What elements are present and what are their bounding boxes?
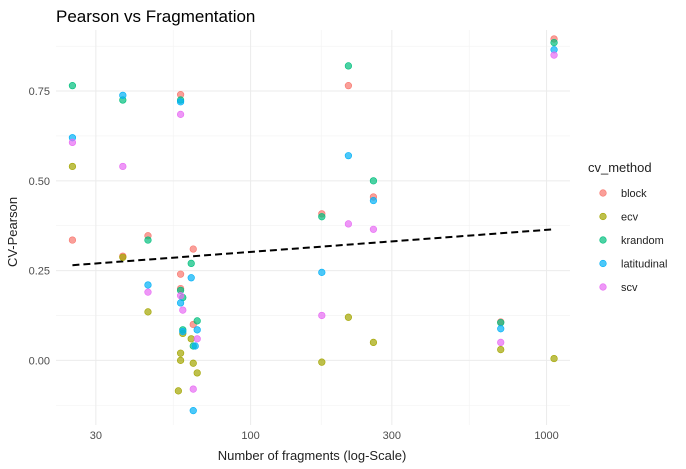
data-point-scv xyxy=(369,225,378,233)
legend-key-latitudinal xyxy=(599,259,607,268)
data-point-latitudinal xyxy=(119,91,127,99)
legend-key-scv xyxy=(599,283,607,291)
data-point-krandom xyxy=(550,38,558,47)
data-point-scv xyxy=(189,385,197,393)
data-point-ecv xyxy=(344,313,352,321)
data-point-ecv xyxy=(189,359,197,367)
x-axis-tick-labels: 30 100 300 1000 xyxy=(90,430,559,442)
data-point-latitudinal xyxy=(144,281,152,289)
data-point-block xyxy=(68,236,77,244)
data-point-ecv xyxy=(176,349,185,357)
data-point-latitudinal xyxy=(193,326,201,334)
data-point-latitudinal xyxy=(497,325,505,333)
y-tick-label: 0.75 xyxy=(29,86,50,98)
trend-line-layer xyxy=(72,228,555,267)
x-tick-label: 300 xyxy=(383,430,401,442)
data-point-latitudinal xyxy=(187,274,195,282)
legend-label-latitudinal: latitudinal xyxy=(621,259,667,271)
data-point-krandom xyxy=(68,82,77,90)
major-gridlines xyxy=(56,30,570,425)
data-point-scv xyxy=(193,335,201,343)
data-point-block xyxy=(176,270,185,278)
legend-label-ecv: ecv xyxy=(621,212,639,224)
data-point-krandom xyxy=(193,317,201,325)
chart-title: Pearson vs Fragmentation xyxy=(56,7,255,26)
y-tick-label: 0.50 xyxy=(29,176,50,188)
data-point-scv xyxy=(318,311,326,320)
data-point-scv xyxy=(344,220,352,228)
legend-key-ecv xyxy=(599,212,607,221)
data-point-ecv xyxy=(119,253,127,261)
data-point-scv xyxy=(176,292,185,300)
data-point-latitudinal xyxy=(176,299,185,307)
data-point-latitudinal xyxy=(369,196,378,205)
data-point-scv xyxy=(119,162,127,171)
x-tick-label: 1000 xyxy=(534,430,558,442)
legend-label-krandom: krandom xyxy=(621,235,664,247)
data-point-scv xyxy=(144,288,152,296)
data-point-latitudinal xyxy=(189,407,197,415)
legend: cv_method block ecv krandom latitudinal scv xyxy=(588,160,667,294)
legend-key-krandom xyxy=(599,236,607,244)
data-point-krandom xyxy=(344,62,352,70)
y-axis-title: CV-Pearson xyxy=(5,197,20,267)
data-point-ecv xyxy=(550,354,558,363)
legend-label-block: block xyxy=(621,188,647,200)
x-axis-title: Number of fragments (log-Scale) xyxy=(218,448,407,463)
data-point-scv xyxy=(179,306,187,314)
data-point-block xyxy=(344,82,352,90)
data-point-latitudinal xyxy=(176,98,185,106)
legend-items: block ecv krandom latitudinal scv xyxy=(599,188,667,294)
data-point-ecv xyxy=(369,338,378,347)
data-point-krandom xyxy=(144,236,152,244)
data-point-scv xyxy=(550,51,558,59)
data-point-scv xyxy=(176,110,185,118)
data-point-ecv xyxy=(176,356,185,364)
data-point-ecv xyxy=(187,335,195,343)
legend-label-scv: scv xyxy=(621,282,638,294)
legend-key-block xyxy=(599,189,607,197)
data-point-ecv xyxy=(318,358,326,366)
data-point-krandom xyxy=(497,319,505,327)
data-point-krandom xyxy=(369,177,378,185)
data-point-krandom xyxy=(318,213,326,221)
x-tick-label: 30 xyxy=(90,430,102,442)
x-tick-label: 100 xyxy=(241,430,259,442)
data-point-block xyxy=(189,245,197,253)
data-point-latitudinal xyxy=(318,268,326,276)
trend-line xyxy=(72,228,555,267)
legend-title: cv_method xyxy=(588,160,652,175)
data-point-ecv xyxy=(174,387,182,395)
minor-gridlines xyxy=(56,30,570,425)
data-point-krandom xyxy=(187,259,195,268)
data-point-ecv xyxy=(68,162,77,171)
data-point-latitudinal xyxy=(344,152,352,160)
data-point-scv xyxy=(497,338,505,347)
data-point-latitudinal xyxy=(179,328,187,336)
data-point-ecv xyxy=(144,308,152,316)
data-point-ecv xyxy=(193,369,201,377)
y-tick-label: 0.00 xyxy=(29,355,50,367)
data-point-latitudinal xyxy=(191,342,199,350)
data-point-scv xyxy=(68,138,77,146)
y-tick-label: 0.25 xyxy=(29,266,50,278)
data-points-layer xyxy=(68,35,558,415)
data-point-ecv xyxy=(497,345,505,354)
y-axis-tick-labels: 0.00 0.25 0.50 0.75 xyxy=(29,86,50,367)
